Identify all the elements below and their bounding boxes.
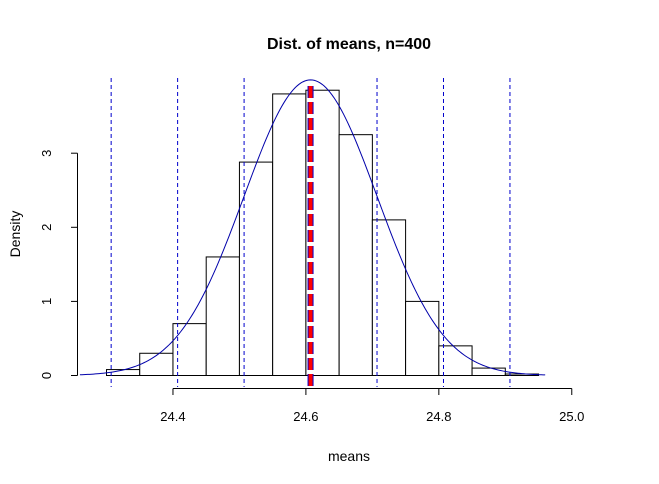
y-tick-label: 0 xyxy=(39,372,54,379)
y-tick-label: 1 xyxy=(39,298,54,305)
x-axis-label: means xyxy=(328,448,370,464)
histogram-bar xyxy=(139,352,174,376)
histogram-bar xyxy=(205,256,240,376)
normal-curve xyxy=(79,79,546,376)
normal-curve-group xyxy=(79,79,546,376)
chart-title: Dist. of means, n=400 xyxy=(267,36,431,53)
y-axis: 0 1 2 3 xyxy=(39,150,78,379)
histogram-bar xyxy=(405,300,440,376)
x-tick-label: 24.4 xyxy=(160,409,185,424)
y-axis-label: Density xyxy=(7,211,23,258)
x-tick-label: 24.6 xyxy=(293,409,318,424)
y-tick-label: 2 xyxy=(39,224,54,231)
histogram-bars xyxy=(106,89,540,377)
x-tick-label: 24.8 xyxy=(426,409,451,424)
histogram-bar xyxy=(272,93,307,376)
histogram-bar xyxy=(471,367,506,376)
histogram-bar xyxy=(238,161,274,376)
x-tick-label: 25.0 xyxy=(559,409,584,424)
histogram-bar xyxy=(438,345,473,376)
x-axis: 24.4 24.6 24.8 25.0 xyxy=(160,388,584,424)
histogram-bar xyxy=(371,219,407,376)
sd-lines xyxy=(110,78,511,387)
y-tick-label: 3 xyxy=(39,150,54,157)
